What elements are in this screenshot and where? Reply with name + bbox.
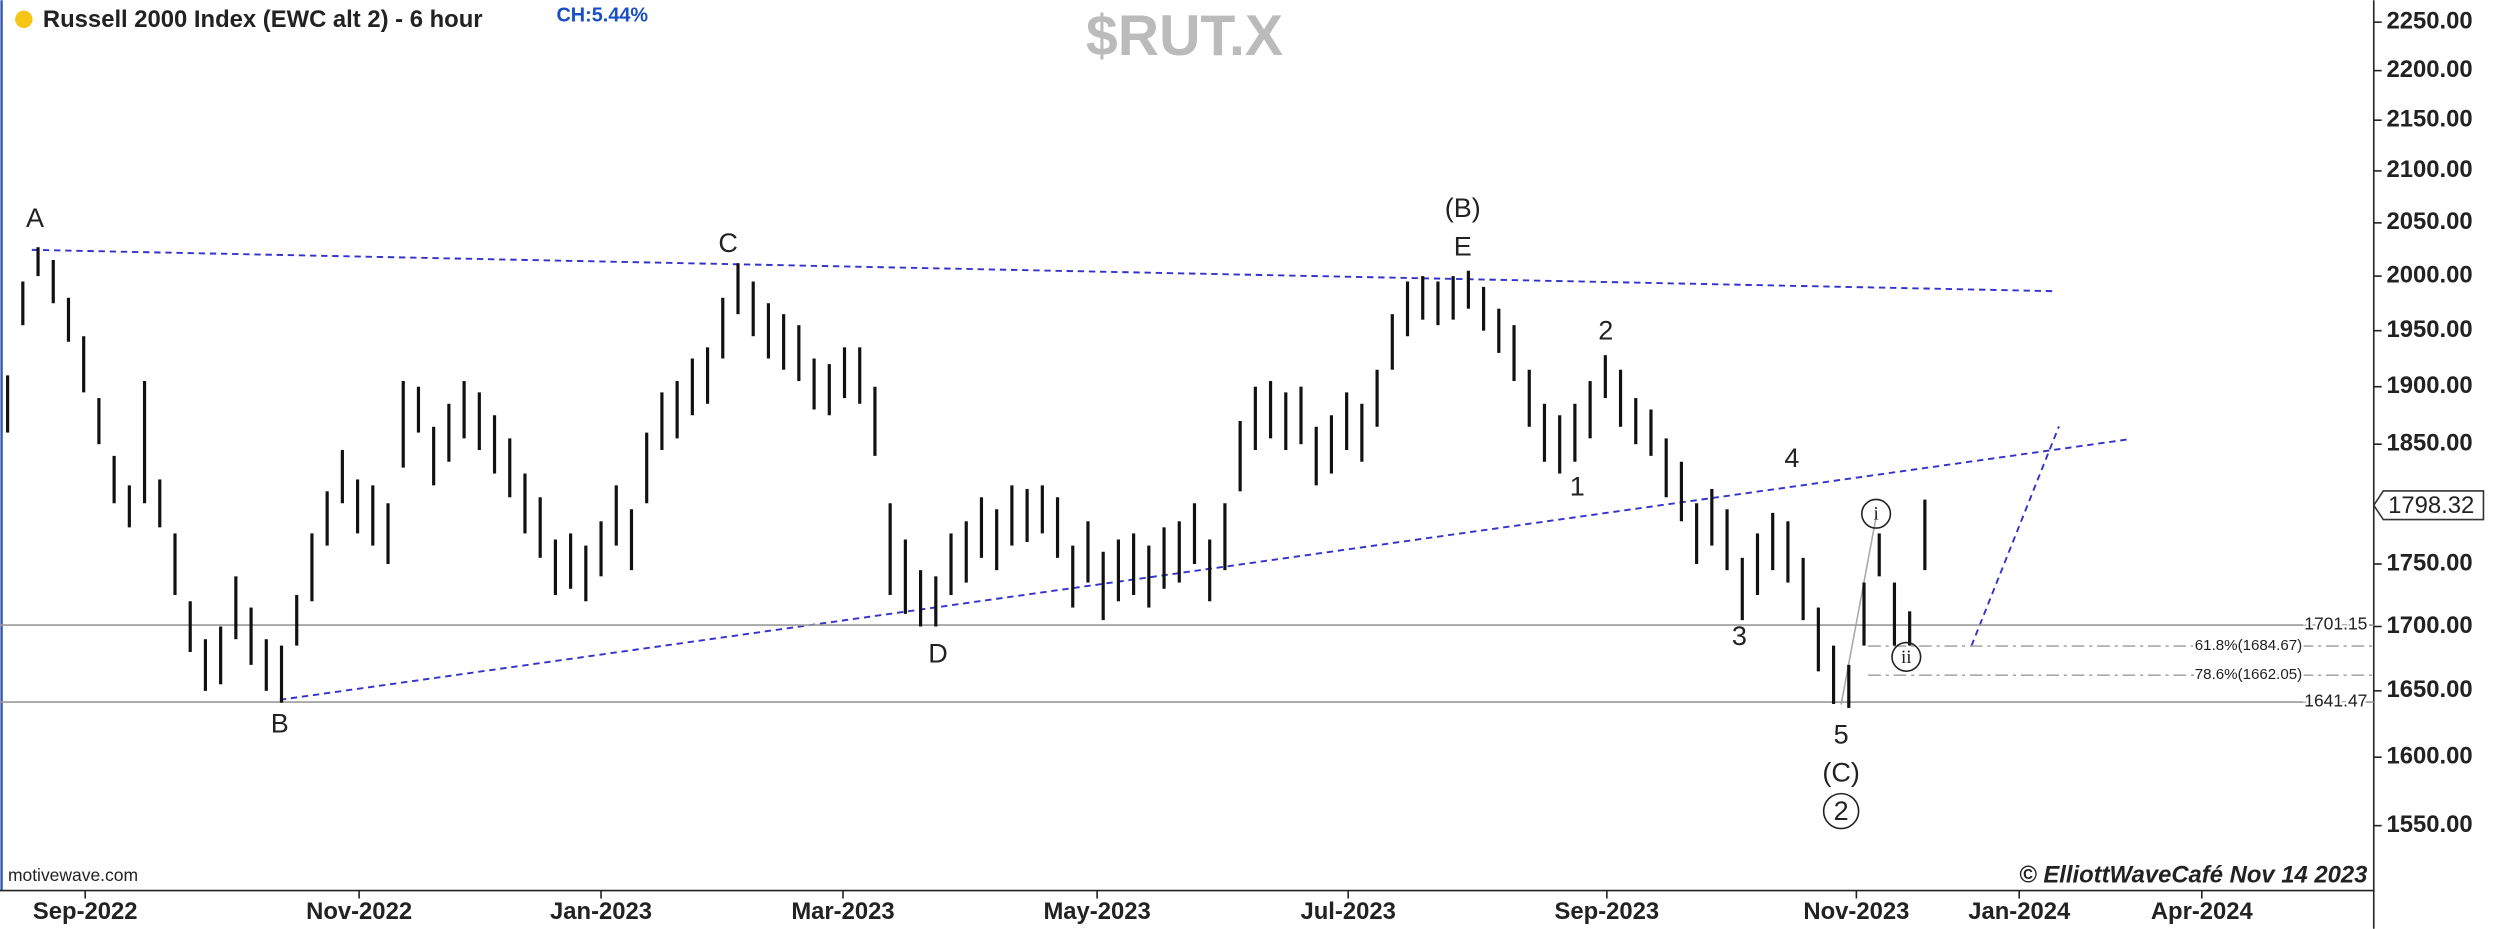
wave-label: 1 [1570,471,1585,501]
wave-label: ii [1901,647,1912,668]
wave-label: i [1873,504,1878,525]
level-label: 1701.15 [2304,614,2367,634]
status-dot [15,10,33,29]
x-tick-label: May-2023 [1043,898,1150,925]
wave-label: A [26,203,44,233]
fib-label: 61.8%(1684.67) [2195,637,2302,654]
upper-trendline [31,248,2056,293]
wave-label: D [928,638,948,668]
wave-label: 4 [1784,443,1799,473]
wave-label: B [271,708,289,738]
x-tick-label: Sep-2023 [1555,898,1660,925]
chart-title: Russell 2000 Index (EWC alt 2) - 6 hour [43,6,483,33]
y-tick-label: 1550.00 [2386,811,2472,838]
x-tick-label: Jan-2024 [1968,898,2071,925]
watermark: $RUT.X [1086,4,1283,68]
x-tick-label: Nov-2022 [306,898,412,925]
wave-label: 5 [1834,720,1849,750]
x-tick-label: Jul-2023 [1300,898,1395,925]
wave-label: C [718,228,738,258]
x-tick-label: Apr-2024 [2151,898,2254,925]
y-tick-label: 1900.00 [2386,372,2472,399]
change-label: CH:5.44% [556,4,648,26]
y-tick-label: 1950.00 [2386,316,2472,343]
wave-label: 2 [1834,796,1849,826]
wave-circle [1891,641,1922,672]
y-tick-label: 1650.00 [2386,676,2472,703]
y-tick-label: 2200.00 [2386,56,2472,83]
wave-circle [1822,792,1860,830]
y-tick-label: 1850.00 [2386,429,2472,456]
y-tick-label: 2100.00 [2386,156,2472,183]
x-tick-label: Jan-2023 [550,898,652,925]
y-tick-label: 2150.00 [2386,105,2472,132]
wave-circle [1861,498,1892,529]
wave-label: (B) [1445,193,1481,223]
y-tick-label: 1700.00 [2386,612,2472,639]
fib-label: 78.6%(1662.05) [2195,666,2302,683]
y-tick-label: 2250.00 [2386,7,2472,34]
x-tick-label: Mar-2023 [791,898,894,925]
wave-label: 3 [1732,621,1747,651]
y-tick-label: 2000.00 [2386,261,2472,288]
source: motivewave.com [8,865,138,885]
y-tick-label: 1750.00 [2386,549,2472,576]
x-tick-label: Nov-2023 [1803,898,1909,925]
wave-label: (C) [1822,758,1860,788]
last-price-box [2372,490,2485,521]
projection-line [1970,425,2060,647]
copyright: © ElliottWaveCafé Nov 14 2023 [2019,862,2367,889]
fib-swing [1840,516,1877,705]
wave-label: E [1454,231,1472,261]
last-price-label: 1798.32 [2388,492,2474,519]
x-tick-label: Sep-2022 [33,898,138,925]
y-tick-label: 1600.00 [2386,742,2472,769]
level-label: 1641.47 [2304,691,2367,711]
wave-label: 2 [1598,316,1613,346]
y-tick-label: 2050.00 [2386,208,2472,235]
